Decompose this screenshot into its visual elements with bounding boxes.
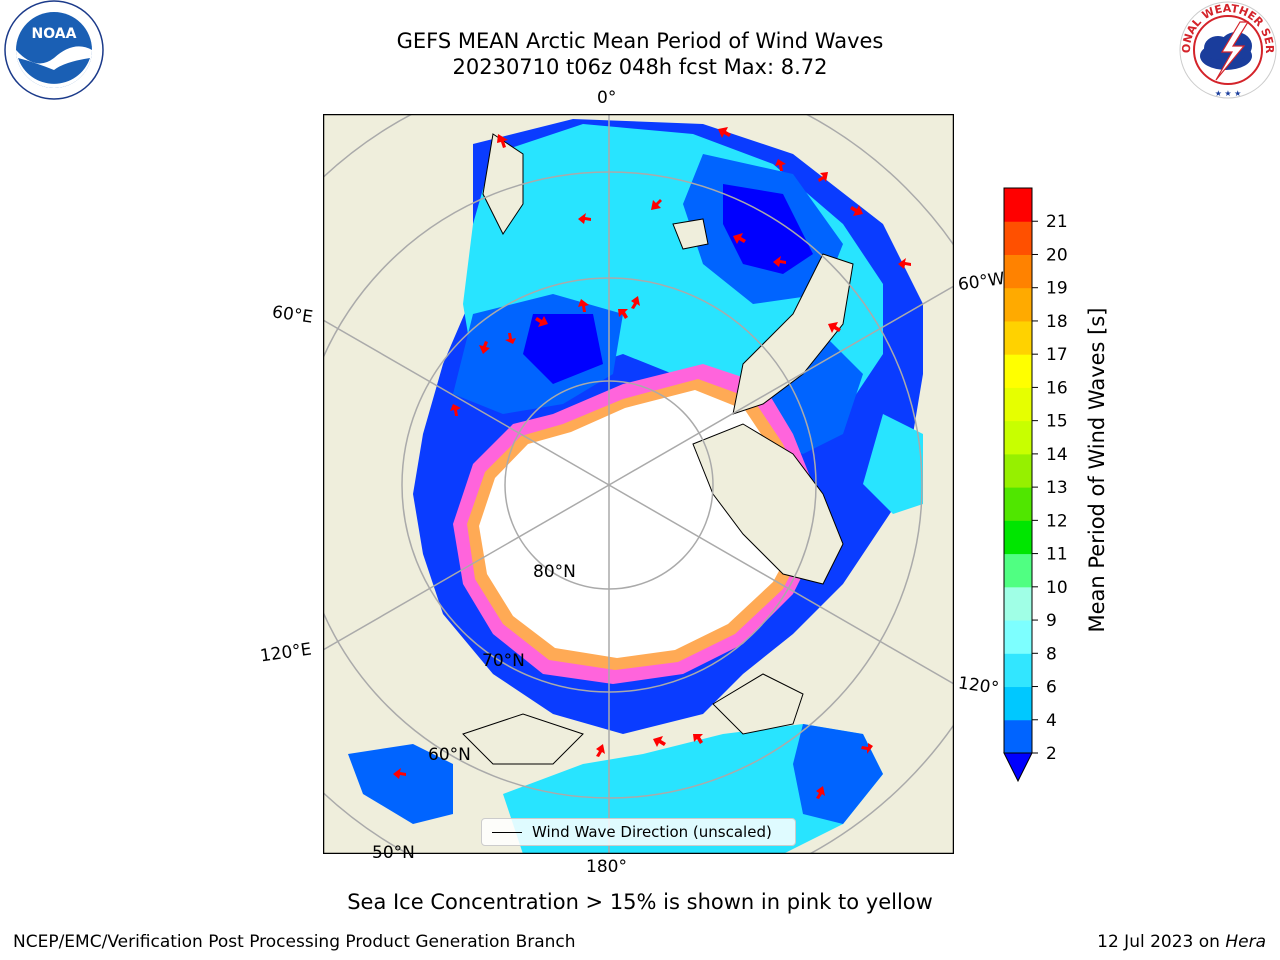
colorbar-tick-label: 13 [1046,478,1068,498]
colorbar-segment [1004,686,1032,721]
ocean-pacific-blue [793,724,883,824]
colorbar-segment [1004,586,1032,621]
colorbar-segment [1004,221,1032,255]
colorbar-segment [1004,287,1032,322]
colorbar-segment [1004,254,1032,289]
lon-label-120e: 120°E [258,639,313,667]
colorbar-segment [1004,487,1032,521]
lon-label-120w: 120° [956,673,1001,699]
colorbar-tick-label: 15 [1046,412,1068,432]
svg-text:★ ★ ★: ★ ★ ★ [1215,89,1242,98]
colorbar-tick-label: 16 [1046,378,1068,398]
chukotka [462,713,584,765]
scandinavia [482,133,524,235]
ocean-blue-patch-2 [723,184,813,274]
sea-ice-note: Sea Ice Concentration > 15% is shown in … [347,890,933,914]
canadian-archipelago [692,423,844,585]
alaska [712,673,804,735]
colorbar-tick-label: 8 [1046,644,1057,664]
greenland [732,253,854,415]
colorbar-tick-label: 12 [1046,511,1068,531]
colorbar: 2 4 6 8 9 10 11 12 13 14 15 16 17 18 19 20 21 [1003,187,1068,783]
lon-label-180: 180° [586,857,627,877]
colorbar-segment [1004,420,1032,455]
meridians [323,114,954,854]
colorbar-tick-label: 18 [1046,312,1068,332]
footer-date: 12 Jul 2023 on Hera [1097,932,1266,952]
legend-line-swatch [492,831,522,833]
colorbar-tick-label: 14 [1046,445,1068,465]
colorbar-segment [1004,653,1032,688]
chart-title: GEFS MEAN Arctic Mean Period of Wind Wav… [396,29,884,53]
colorbar-segment [1004,719,1032,754]
nws-logo: NATIONAL WEATHER SERVICE ★ ★ ★ [1178,0,1277,99]
footer-host: Hera [1225,932,1266,952]
lon-label-60e: 60°E [270,302,315,328]
ocean-blue-patch-4 [523,314,603,384]
noaa-logo: NOAA [4,0,104,100]
lat-label-60n: 60°N [428,745,471,765]
colorbar-segment [1004,553,1032,588]
colorbar-tick-label: 4 [1046,711,1057,731]
svalbard [672,218,709,250]
ocean-bering-left [348,744,453,824]
colorbar-tick-label: 10 [1046,578,1068,598]
polar-map [323,114,954,854]
footer-credit: NCEP/EMC/Verification Post Processing Pr… [13,932,576,952]
colorbar-label: Mean Period of Wind Waves [s] [1085,307,1109,633]
svg-text:NOAA: NOAA [32,26,77,42]
colorbar-border [1003,187,1033,754]
colorbar-tick-label: 19 [1046,279,1068,299]
map-legend: Wind Wave Direction (unscaled) [481,818,796,846]
colorbar-segment [1004,320,1032,355]
ocean-hudson [863,414,923,514]
colorbar-segment [1004,354,1032,388]
colorbar-segment [1004,453,1032,488]
colorbar-segment [1004,188,1032,222]
colorbar-segment [1004,620,1032,654]
colorbar-segment [1004,387,1032,422]
wind-wave-arrows [393,127,911,799]
colorbar-under-arrow [1003,752,1033,783]
lat-label-80n: 80°N [533,562,576,582]
map-border [323,114,954,854]
legend-entry: Wind Wave Direction (unscaled) [532,823,772,841]
lat-label-50n: 50°N [372,843,415,863]
footer-date-text: 12 Jul 2023 on [1097,932,1226,952]
colorbar-tick-label: 2 [1046,744,1057,764]
colorbar-tick-label: 9 [1046,611,1057,631]
colorbar-tick-label: 11 [1046,545,1068,565]
colorbar-tick-label: 20 [1046,245,1068,265]
lon-label-60w: 60°W [956,268,1007,296]
colorbar-segment [1004,520,1032,555]
lat-label-70n: 70°N [482,651,525,671]
colorbar-tick-label: 21 [1046,212,1068,232]
colorbar-tick-label: 6 [1046,678,1057,698]
colorbar-tick-label: 17 [1046,345,1068,365]
chart-subtitle: 20230710 t06z 048h fcst Max: 8.72 [452,55,828,79]
lon-label-0: 0° [597,88,617,108]
